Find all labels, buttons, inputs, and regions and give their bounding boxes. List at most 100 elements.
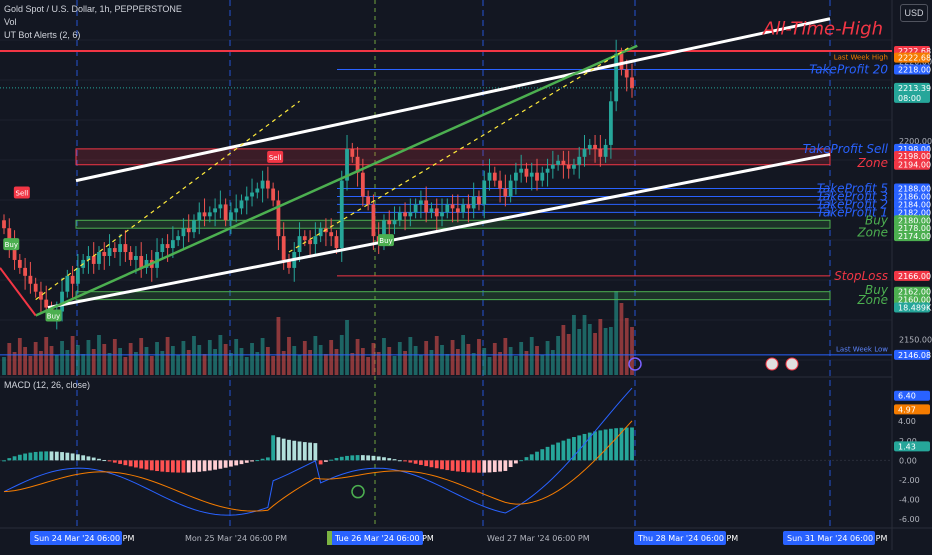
macd-histogram-bar bbox=[223, 460, 228, 468]
macd-tick-label: -6.00 bbox=[899, 515, 920, 524]
volume-bar bbox=[281, 351, 286, 375]
price-badge-label: 2218.00 bbox=[898, 66, 931, 75]
candle-body bbox=[408, 212, 413, 217]
macd-histogram-bar bbox=[540, 449, 545, 461]
price-badge bbox=[894, 231, 930, 242]
macd-histogram-bar bbox=[492, 460, 497, 473]
candle-body bbox=[265, 180, 270, 189]
currency-button[interactable]: USD bbox=[900, 4, 928, 22]
volume-bar bbox=[287, 337, 291, 375]
macd-histogram-bar bbox=[44, 451, 49, 461]
macd-histogram-bar bbox=[155, 460, 159, 472]
volume-bar bbox=[207, 340, 212, 375]
sell-signal-label: Sell bbox=[16, 190, 29, 198]
macd-histogram-bar bbox=[239, 460, 244, 465]
volume-bar bbox=[181, 341, 186, 375]
buy-signal-tag bbox=[45, 309, 62, 322]
candle-body bbox=[102, 252, 107, 256]
volume-bar bbox=[614, 291, 619, 375]
macd-histogram-bar bbox=[255, 460, 260, 462]
candle-body bbox=[139, 255, 144, 268]
macd-histogram-bar bbox=[308, 442, 312, 461]
macd-histogram-bar bbox=[297, 441, 302, 461]
macd-histogram-bar bbox=[614, 428, 619, 461]
price-badge bbox=[894, 64, 930, 75]
volume-bar bbox=[313, 336, 318, 375]
macd-histogram-bar bbox=[213, 460, 217, 470]
macd-histogram-bar bbox=[371, 455, 376, 461]
volume-bar bbox=[477, 339, 481, 375]
takeprofit-1-label: TakeProfit 1 bbox=[817, 206, 888, 220]
volume-bar bbox=[424, 341, 429, 375]
candle-body bbox=[471, 196, 476, 209]
volume-bar bbox=[429, 350, 434, 375]
volume-bar bbox=[455, 349, 460, 375]
candle-body bbox=[144, 259, 149, 268]
sell-zone bbox=[75, 148, 831, 166]
candle-body bbox=[624, 69, 629, 78]
candle-body bbox=[218, 204, 223, 209]
time-axis-highlight bbox=[30, 531, 122, 545]
macd-histogram-bar bbox=[165, 460, 170, 473]
buy-signal-label: Buy bbox=[5, 241, 18, 249]
buy-zone-label-lower: Zone bbox=[856, 293, 888, 307]
volume-bar bbox=[170, 346, 175, 375]
volume-bar bbox=[366, 357, 371, 375]
price-badge bbox=[894, 151, 930, 162]
time-axis-highlight bbox=[634, 531, 726, 545]
macd-histogram-bar bbox=[70, 453, 75, 461]
ut-bot-indicator-label[interactable]: UT Bot Alerts (2, 6) bbox=[4, 30, 81, 40]
macd-badge-label: 6.40 bbox=[898, 392, 916, 401]
macd-histogram-bar bbox=[350, 455, 355, 461]
candle-body bbox=[39, 291, 43, 300]
time-axis-highlight bbox=[783, 531, 875, 545]
macd-histogram-bar bbox=[593, 431, 597, 461]
macd-histogram-bar bbox=[603, 429, 608, 461]
candle-body bbox=[339, 180, 344, 249]
volume-bar bbox=[239, 348, 244, 375]
macd-histogram-bar bbox=[144, 460, 149, 470]
volume-bar bbox=[360, 348, 365, 375]
macd-histogram-bar bbox=[49, 451, 54, 461]
macd-histogram-bar bbox=[313, 443, 318, 461]
candle-body bbox=[461, 204, 466, 213]
macd-histogram-bar bbox=[445, 460, 450, 471]
candle-body bbox=[397, 212, 402, 221]
vol-indicator-label[interactable]: Vol bbox=[4, 17, 17, 27]
candle-body bbox=[498, 180, 502, 189]
macd-histogram-bar bbox=[123, 460, 128, 466]
takeprofit-sell-label: TakeProfit Sell bbox=[803, 142, 889, 156]
volume-bar bbox=[28, 356, 33, 375]
candle-body bbox=[97, 252, 101, 264]
volume-bar bbox=[107, 353, 112, 375]
candle-body bbox=[577, 156, 582, 165]
candle-body bbox=[112, 248, 117, 253]
price-badge bbox=[894, 215, 930, 226]
candle-body bbox=[60, 291, 64, 312]
candle-body bbox=[413, 204, 418, 213]
price-badge bbox=[894, 82, 930, 103]
candle-body bbox=[440, 212, 444, 217]
price-badge-label: 2198.00 bbox=[898, 145, 931, 154]
candle-body bbox=[545, 168, 550, 173]
volume-bar bbox=[529, 337, 534, 375]
candle-body bbox=[2, 220, 6, 229]
all-time-high-label: All-Time-High bbox=[762, 19, 883, 40]
candle-body bbox=[302, 236, 307, 241]
price-badge bbox=[894, 191, 930, 202]
macd-histogram-bar bbox=[376, 456, 381, 461]
macd-histogram-bar bbox=[318, 460, 323, 465]
macd-histogram-bar bbox=[461, 460, 466, 472]
candle-body bbox=[630, 77, 634, 88]
macd-histogram-bar bbox=[23, 453, 28, 461]
price-badge bbox=[894, 270, 930, 281]
volume-bar bbox=[234, 339, 239, 375]
candle-body bbox=[318, 228, 323, 237]
macd-histogram-bar bbox=[170, 460, 175, 473]
volume-bar bbox=[81, 354, 86, 375]
candle-body bbox=[207, 212, 212, 217]
price-badge-label: 2182.00 bbox=[898, 208, 931, 217]
macd-indicator-label[interactable]: MACD (12, 26, close) bbox=[4, 380, 91, 390]
